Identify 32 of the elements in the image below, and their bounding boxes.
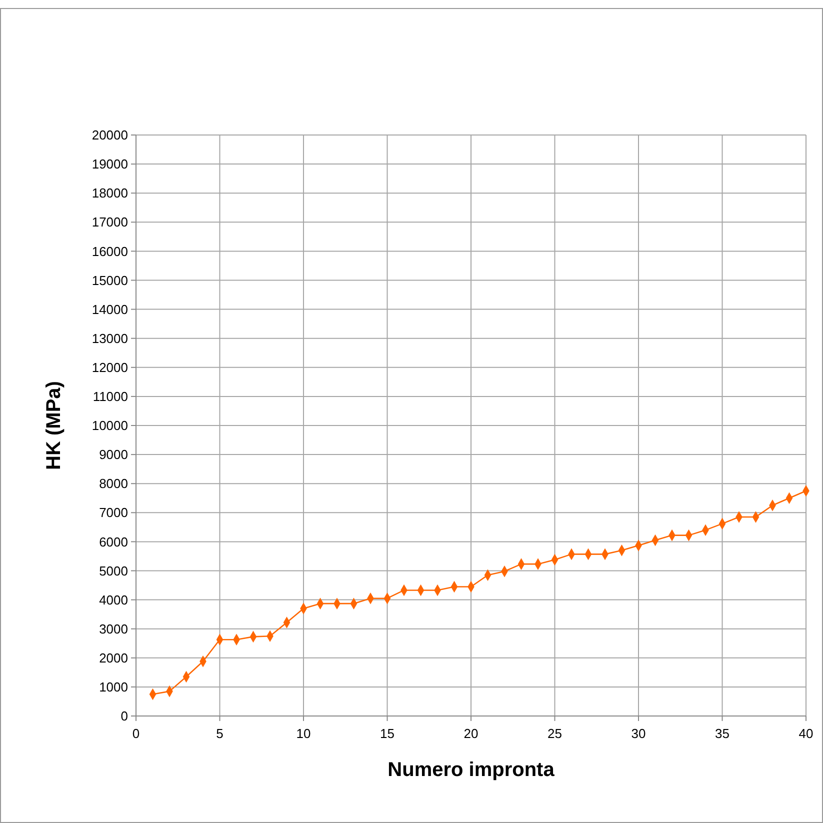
x-tick-label: 5	[216, 726, 224, 741]
x-tick-label: 20	[464, 726, 478, 741]
y-tick-label: 14000	[92, 302, 128, 317]
x-tick-label: 10	[296, 726, 311, 741]
y-tick-label: 1000	[99, 680, 128, 694]
y-tick-label: 8000	[99, 476, 128, 492]
y-tick-label: 11000	[92, 389, 128, 404]
y-tick-label: 17000	[92, 214, 128, 230]
y-tick-label: 9000	[99, 447, 128, 462]
y-tick-label: 16000	[92, 244, 128, 259]
x-tick-label: 25	[548, 726, 562, 741]
x-axis-title: Numero impronta	[388, 759, 556, 781]
y-tick-label: 20000	[92, 128, 128, 143]
y-tick-label: 18000	[92, 186, 128, 201]
y-tick-label: 4000	[99, 592, 128, 608]
y-tick-label: 6000	[99, 534, 128, 550]
y-tick-label: 7000	[99, 505, 128, 520]
y-tick-label: 2000	[99, 650, 128, 666]
x-tick-label: 30	[631, 726, 646, 741]
y-tick-label: 5000	[99, 563, 128, 578]
x-tick-label: 40	[798, 726, 814, 741]
y-tick-label: 19000	[92, 156, 128, 172]
y-axis-title: HK (MPa)	[43, 381, 65, 470]
y-tick-label: 10000	[92, 418, 128, 434]
x-tick-label: 35	[715, 726, 730, 741]
y-tick-label: 0	[120, 708, 128, 724]
y-tick-label: 3000	[99, 621, 128, 636]
x-tick-label: 15	[380, 726, 394, 741]
y-tick-label: 15000	[92, 272, 128, 288]
y-tick-label: 12000	[92, 360, 128, 375]
x-tick-label: 0	[132, 726, 140, 741]
y-tick-label: 13000	[92, 330, 128, 346]
